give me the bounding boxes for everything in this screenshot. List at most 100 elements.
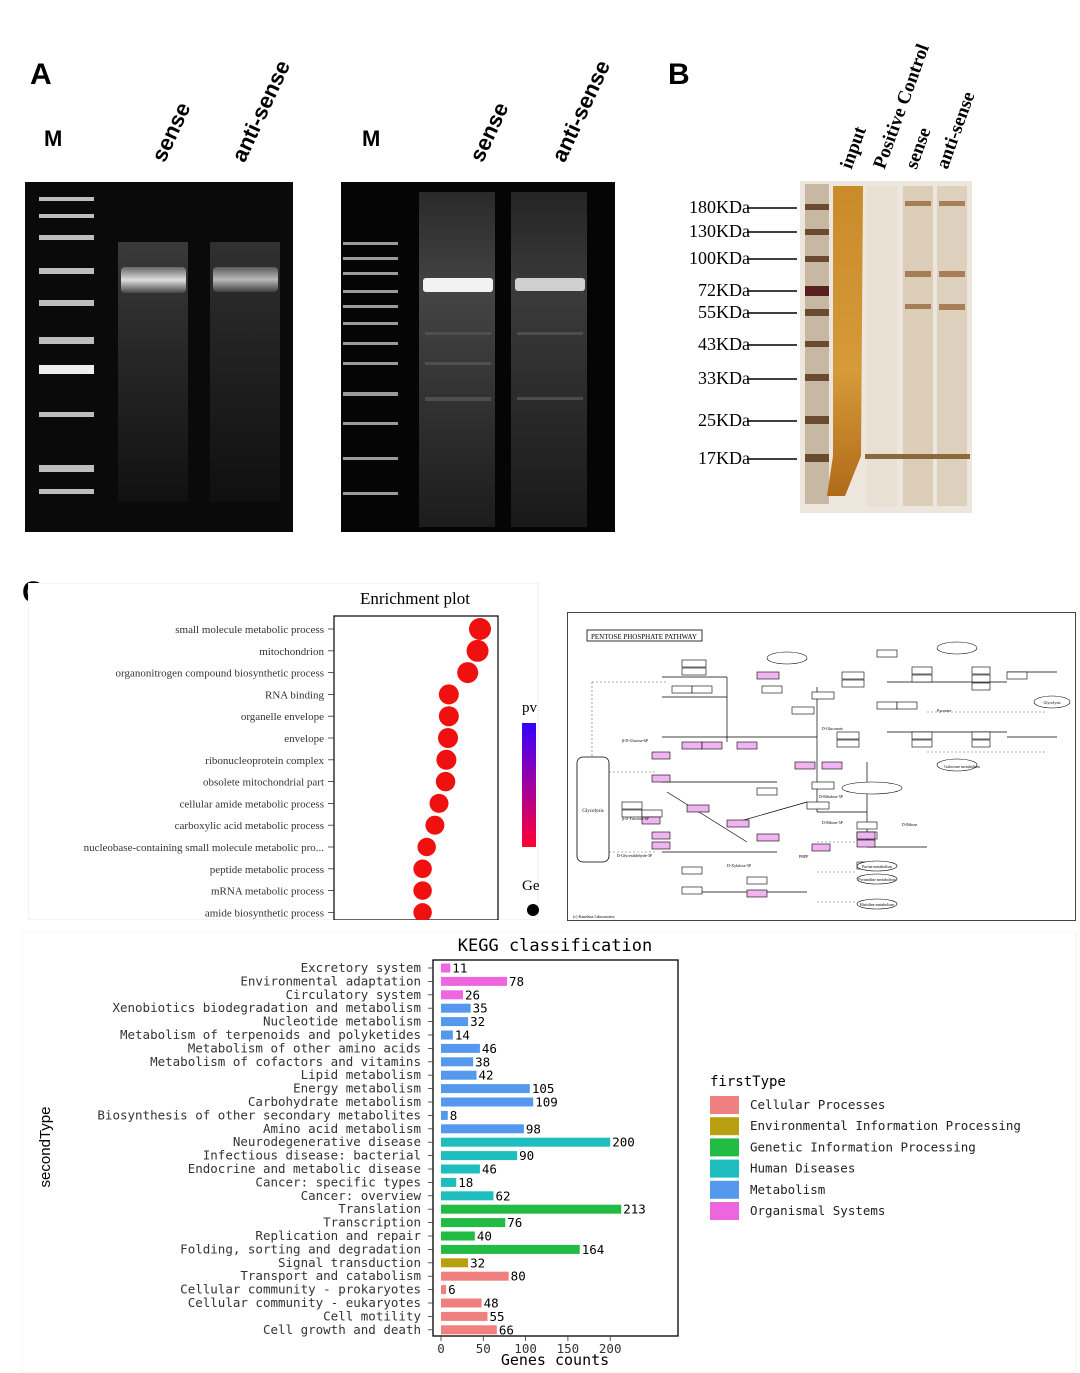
- kda-25: 25KDa: [698, 410, 750, 430]
- kegg-category-label: Energy metabolism: [293, 1081, 421, 1096]
- node-gluconate: D-Gluconate: [822, 726, 843, 731]
- node-g6p: β-D-Glucose-6P: [622, 738, 649, 743]
- pathway-title: PENTOSE PHOSPHATE PATHWAY: [591, 633, 697, 641]
- kegg-bar: [441, 1231, 475, 1241]
- node-pyrimidine: Pyrimidine metabolism: [858, 877, 896, 882]
- pentose-phosphate-pathway-map: PENTOSE PHOSPHATE PATHWAY Glycolysis: [567, 612, 1076, 921]
- enrichment-term-label: peptide metabolic process: [210, 864, 324, 876]
- silver-lane-sense: sense: [901, 124, 936, 172]
- kegg-bar-value: 78: [509, 974, 524, 989]
- kegg-bar: [441, 1003, 471, 1013]
- kegg-legend-swatch: [710, 1159, 739, 1178]
- kegg-bar: [441, 1084, 530, 1094]
- enrichment-plot: Enrichment plot small molecule metabolic…: [28, 583, 540, 920]
- kegg-category-label: Translation: [338, 1201, 421, 1216]
- gel2-lane-sense: sense: [464, 98, 514, 166]
- kegg-legend-label: Environmental Information Processing: [750, 1118, 1021, 1133]
- kegg-bar-value: 18: [458, 1175, 473, 1190]
- kegg-category-label: Replication and repair: [255, 1228, 421, 1243]
- enrichment-point: [436, 749, 457, 770]
- silver-stain-gel: [747, 181, 972, 513]
- node-pyruvate: Pyruvate: [937, 708, 951, 713]
- node-galactose: Galactose metabolism: [944, 764, 980, 769]
- enrichment-term-label: mRNA metabolic process: [211, 886, 324, 898]
- kegg-bar-value: 98: [526, 1121, 541, 1136]
- kegg-bar: [441, 1057, 474, 1067]
- node-glycolysis-2: Glycolysis: [1043, 700, 1061, 705]
- kegg-category-label: Cellular community - eukaryotes: [188, 1295, 421, 1310]
- panel-b-letter: B: [668, 58, 690, 91]
- kegg-category-label: Circulatory system: [286, 987, 421, 1002]
- node-ga3p: D-Glyceraldehyde-3P: [617, 853, 653, 858]
- kegg-category-label: Biosynthesis of other secondary metaboli…: [97, 1107, 421, 1122]
- kegg-category-label: Neurodegenerative disease: [233, 1134, 421, 1149]
- gel2-image: [341, 182, 615, 532]
- silver-lane-input: input: [836, 123, 871, 172]
- pvalue-legend-label: pv: [522, 700, 538, 716]
- kda-130: 130KDa: [689, 221, 750, 241]
- gel2-lane-anti-sense: anti-sense: [546, 56, 616, 166]
- kegg-bar: [441, 1311, 488, 1321]
- kegg-bar: [441, 963, 451, 973]
- enrichment-term-label: ribonucleoprotein complex: [205, 755, 324, 767]
- kegg-bar-value: 80: [511, 1269, 526, 1284]
- node-prpp: PRPP: [799, 854, 809, 859]
- kegg-bar-value: 55: [490, 1309, 505, 1324]
- kegg-bar: [441, 1124, 524, 1134]
- kegg-category-label: Cell growth and death: [263, 1322, 421, 1337]
- node-histidine: Histidine metabolism: [860, 902, 895, 907]
- kegg-bar: [441, 1177, 457, 1187]
- kegg-y-axis-label: secondType: [37, 1107, 54, 1188]
- node-ribose: D-Ribose: [902, 822, 918, 827]
- kegg-bar-value: 46: [482, 1041, 497, 1056]
- gel1-image: [25, 182, 293, 532]
- gel1-marker-label: M: [44, 126, 63, 151]
- enrichment-point: [413, 881, 432, 900]
- node-glycolysis: Glycolysis: [582, 809, 603, 814]
- enrichment-point: [413, 903, 432, 920]
- enrichment-point: [457, 662, 479, 684]
- kegg-bar: [441, 1137, 611, 1147]
- kegg-bar-value: 200: [612, 1135, 635, 1150]
- kegg-bar-value: 90: [519, 1148, 534, 1163]
- kegg-bar-value: 76: [507, 1215, 522, 1230]
- kegg-bar-value: 213: [623, 1202, 646, 1217]
- kegg-legend-title: firstType: [710, 1074, 786, 1090]
- enrichment-point: [425, 815, 445, 835]
- kegg-x-axis-label: Genes counts: [501, 1351, 609, 1369]
- pvalue-colorbar: [522, 723, 536, 847]
- node-f6p: β-D-Fructose-6P: [622, 816, 650, 821]
- kegg-legend-swatch: [710, 1096, 739, 1114]
- gel1-lane-sense: sense: [146, 98, 196, 166]
- enrichment-term-label: envelope: [284, 733, 324, 745]
- kegg-category-label: Endocrine and metabolic disease: [188, 1161, 421, 1176]
- gel1-lane-anti-sense: anti-sense: [226, 56, 296, 166]
- kda-180: 180KDa: [689, 197, 750, 217]
- kegg-legend-swatch: [710, 1180, 739, 1199]
- kegg-category-label: Cellular community - prokaryotes: [180, 1282, 421, 1297]
- kegg-x-tick-label: 150: [557, 1341, 580, 1356]
- kegg-category-label: Metabolism of terpenoids and polyketides: [120, 1027, 421, 1042]
- kegg-bar-value: 32: [470, 1014, 485, 1029]
- kegg-category-label: Amino acid metabolism: [263, 1121, 421, 1136]
- kegg-bar-value: 46: [482, 1162, 497, 1177]
- enrichment-point: [438, 684, 459, 705]
- kegg-category-label: Nucleotide metabolism: [263, 1014, 421, 1029]
- kegg-category-label: Cancer: specific types: [255, 1174, 421, 1189]
- kegg-bar: [441, 976, 507, 986]
- kegg-bar-value: 42: [479, 1068, 494, 1083]
- kegg-legend-swatch: [710, 1202, 739, 1220]
- kegg-category-label: Carbohydrate metabolism: [248, 1094, 421, 1109]
- enrichment-term-label: small molecule metabolic process: [175, 624, 324, 636]
- enrichment-point: [429, 793, 449, 813]
- kegg-bar: [441, 1191, 494, 1201]
- kegg-bar-value: 32: [470, 1255, 485, 1270]
- kegg-bar: [441, 1271, 509, 1281]
- kegg-category-label: Environmental adaptation: [240, 973, 421, 988]
- kegg-bar: [441, 1204, 622, 1214]
- kda-72: 72KDa: [698, 280, 750, 300]
- kegg-bar-value: 11: [452, 961, 467, 976]
- enrichment-point: [438, 728, 459, 748]
- kegg-category-label: Metabolism of other amino acids: [188, 1040, 421, 1055]
- kegg-bar-value: 164: [582, 1242, 605, 1257]
